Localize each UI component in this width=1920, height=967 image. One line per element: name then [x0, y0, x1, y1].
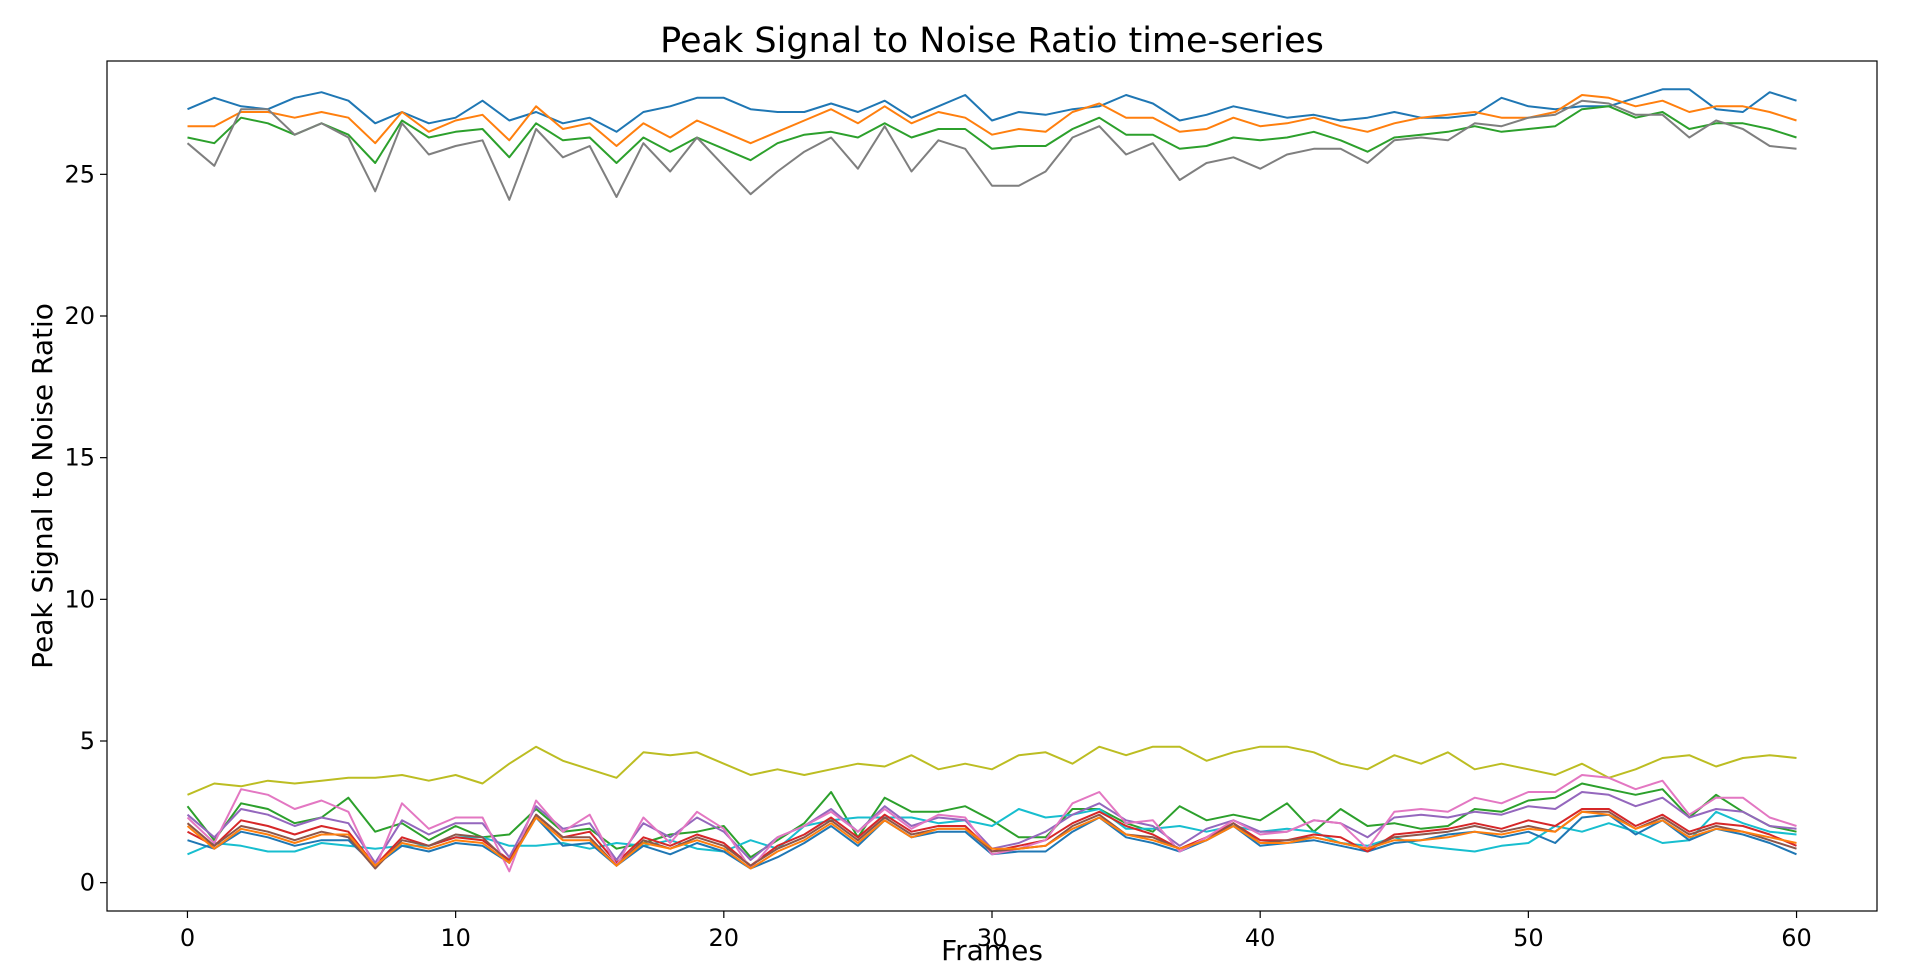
series-line-13 [186, 810, 1797, 870]
series-line-12 [186, 810, 1797, 870]
series-line-6 [186, 782, 1797, 859]
series-line-3 [187, 105, 1797, 164]
series-line-1 [187, 88, 1797, 133]
y-axis: 0 5 10 15 20 25 [64, 160, 107, 897]
x-tick-label: 20 [709, 924, 740, 952]
y-tick-label: 25 [64, 160, 95, 188]
x-tick-label: 30 [977, 924, 1008, 952]
y-tick-label: 15 [64, 444, 95, 472]
x-axis: 0 10 20 30 40 50 60 [180, 911, 1812, 952]
series-line-4 [186, 99, 1797, 201]
series-line-8 [187, 813, 1797, 870]
y-tick-label: 5 [80, 727, 95, 755]
y-tick-label: 20 [64, 302, 95, 330]
y-axis-label: Peak Signal to Noise Ratio [26, 303, 59, 669]
x-tick-label: 10 [440, 924, 471, 952]
x-tick-label: 40 [1245, 924, 1276, 952]
plot-area [186, 88, 1797, 873]
y-tick-label: 0 [80, 869, 95, 897]
x-axis-label: Frames [941, 934, 1043, 967]
y-tick-label: 10 [64, 585, 95, 613]
plot-frame [106, 60, 1878, 912]
x-tick-label: 60 [1781, 924, 1812, 952]
series-line-5 [187, 745, 1797, 796]
x-tick-label: 0 [180, 924, 195, 952]
chart-title: Peak Signal to Noise Ratio time-series [660, 21, 1324, 61]
series-line-9 [187, 808, 1797, 867]
x-tick-label: 50 [1513, 924, 1544, 952]
series-line-11 [186, 774, 1797, 873]
